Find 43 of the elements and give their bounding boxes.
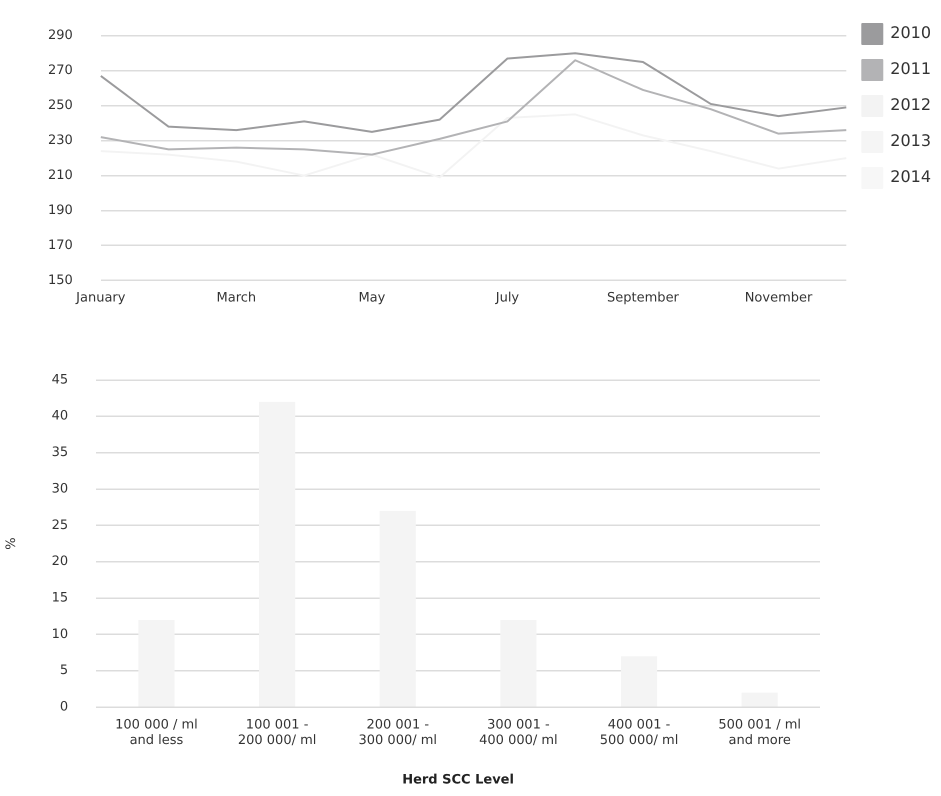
bar bbox=[138, 620, 175, 706]
x-tick-label: 100 000 / ml and less bbox=[115, 717, 198, 748]
legend-label: 2013 bbox=[890, 131, 931, 150]
x-tick-label: November bbox=[744, 290, 813, 306]
y-tick-label: 35 bbox=[52, 445, 68, 460]
y-tick-label: 40 bbox=[52, 408, 68, 424]
y-tick-label: 150 bbox=[48, 272, 73, 288]
x-tick-label: July bbox=[494, 290, 520, 306]
y-tick-label: 45 bbox=[52, 372, 68, 388]
x-axis-title: Herd SCC Level bbox=[402, 772, 514, 788]
bar bbox=[742, 692, 778, 706]
y-tick-label: 270 bbox=[48, 63, 73, 78]
x-tick-label: January bbox=[75, 290, 126, 306]
legend-label: 2012 bbox=[890, 95, 931, 114]
y-tick-label: 0 bbox=[60, 700, 68, 715]
y-tick-label: 290 bbox=[48, 28, 73, 44]
legend-label: 2011 bbox=[890, 59, 931, 78]
bar bbox=[380, 510, 416, 706]
y-tick-label: 20 bbox=[52, 554, 68, 570]
x-tick-label: March bbox=[216, 290, 256, 306]
y-tick-label: 30 bbox=[52, 481, 68, 496]
y-tick-label: 210 bbox=[48, 168, 73, 183]
x-tick-label: 500 001 / ml and more bbox=[718, 717, 802, 748]
y-tick-label: 190 bbox=[48, 202, 73, 218]
y-tick-label: 5 bbox=[60, 663, 68, 678]
y-tick-label: 25 bbox=[52, 518, 68, 533]
y-tick-label: 10 bbox=[52, 626, 68, 642]
x-tick-label: May bbox=[358, 290, 386, 306]
y-tick-label: 15 bbox=[52, 590, 68, 606]
y-tick-label: 170 bbox=[48, 238, 73, 253]
x-tick-label: September bbox=[607, 290, 680, 306]
x-tick-label: 400 001 - 500 000/ ml bbox=[600, 717, 678, 748]
bar bbox=[620, 656, 658, 706]
y-tick-label: 230 bbox=[48, 133, 73, 148]
x-tick-label: 100 001 - 200 000/ ml bbox=[238, 717, 316, 748]
x-tick-label: 200 001 - 300 000/ ml bbox=[358, 717, 438, 748]
legend-label: 2014 bbox=[890, 167, 931, 186]
legend-label: 2010 bbox=[890, 23, 931, 42]
x-tick-label: 300 001 - 400 000/ ml bbox=[479, 717, 558, 748]
y-axis-title: % bbox=[4, 537, 20, 550]
y-tick-label: 250 bbox=[48, 98, 73, 114]
bar bbox=[500, 620, 536, 706]
bar bbox=[259, 402, 296, 706]
